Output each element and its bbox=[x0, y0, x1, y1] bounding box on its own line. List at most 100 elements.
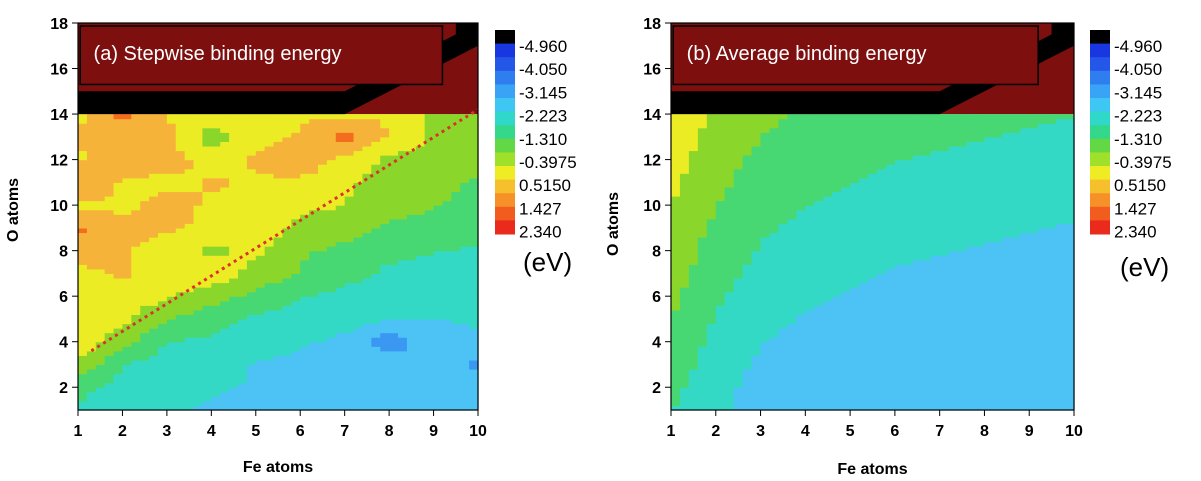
heat-cell bbox=[122, 227, 132, 234]
heat-cell bbox=[894, 350, 905, 356]
heat-cell bbox=[113, 182, 124, 188]
heat-cell bbox=[751, 223, 762, 229]
heat-cell bbox=[398, 364, 408, 370]
heat-cell bbox=[140, 132, 150, 138]
heat-cell bbox=[805, 378, 815, 384]
heat-cell bbox=[229, 114, 239, 120]
heat-cell bbox=[903, 328, 914, 334]
heat-cell bbox=[912, 291, 923, 297]
heat-cell bbox=[706, 296, 717, 302]
heat-cell bbox=[442, 182, 452, 188]
heat-cell bbox=[930, 127, 941, 133]
heat-cell bbox=[850, 282, 860, 288]
heat-cell bbox=[671, 177, 681, 183]
heat-cell bbox=[823, 323, 833, 329]
heat-cell bbox=[326, 314, 337, 320]
heat-cell bbox=[202, 282, 212, 288]
heat-cell bbox=[451, 369, 461, 375]
heat-cell bbox=[787, 309, 797, 315]
heat-cell bbox=[442, 232, 452, 238]
heat-cell bbox=[86, 114, 97, 120]
heat-cell bbox=[113, 236, 124, 243]
heat-cell bbox=[353, 273, 364, 279]
heat-cell bbox=[894, 205, 905, 211]
heat-cell bbox=[415, 250, 426, 256]
heat-cell bbox=[300, 355, 310, 361]
heat-cell bbox=[371, 400, 381, 407]
heat-cell bbox=[751, 123, 762, 129]
heat-cell bbox=[939, 268, 950, 275]
heat-cell bbox=[415, 405, 426, 411]
heat-cell bbox=[202, 173, 212, 179]
heat-cell bbox=[939, 309, 950, 315]
heat-cell bbox=[442, 191, 452, 197]
heat-cell bbox=[273, 136, 284, 142]
heat-cell bbox=[868, 196, 878, 202]
heat-cell bbox=[122, 350, 132, 356]
heat-cell bbox=[326, 350, 337, 356]
heat-cell bbox=[841, 141, 851, 147]
heat-cell bbox=[679, 387, 690, 393]
heat-cell bbox=[805, 259, 815, 265]
heat-cell bbox=[264, 328, 275, 334]
heat-cell bbox=[131, 346, 141, 352]
heat-cell bbox=[823, 273, 833, 279]
heat-cell bbox=[715, 373, 726, 379]
heat-cell bbox=[859, 223, 869, 229]
heat-cell bbox=[166, 205, 177, 211]
heat-cell bbox=[184, 282, 195, 288]
heat-cell bbox=[193, 259, 204, 265]
heat-cell bbox=[841, 369, 851, 375]
heat-cell bbox=[184, 300, 195, 306]
heat-cell bbox=[335, 196, 346, 202]
heat-cell bbox=[868, 191, 878, 197]
heat-cell bbox=[805, 209, 815, 215]
heat-cell bbox=[104, 164, 115, 170]
heat-cell bbox=[300, 337, 310, 343]
heat-cell bbox=[149, 337, 159, 343]
heat-cell bbox=[850, 396, 860, 402]
heat-cell bbox=[724, 236, 735, 243]
heat-cell bbox=[202, 114, 212, 120]
heat-cell bbox=[131, 337, 141, 343]
heat-cell bbox=[868, 241, 878, 247]
heat-cell bbox=[912, 337, 923, 343]
heat-cell bbox=[211, 387, 221, 393]
heat-cell bbox=[211, 396, 221, 402]
heat-cell bbox=[733, 191, 744, 197]
heat-cell bbox=[823, 359, 833, 366]
heat-cell bbox=[78, 309, 88, 315]
heat-cell bbox=[742, 396, 753, 402]
heat-cell bbox=[894, 268, 905, 275]
heat-cell bbox=[715, 318, 726, 325]
heat-cell bbox=[742, 241, 753, 247]
heat-cell bbox=[679, 250, 690, 256]
heat-cell bbox=[104, 328, 115, 334]
heat-cell bbox=[751, 155, 762, 161]
colorbar-swatch bbox=[495, 30, 515, 45]
heat-cell bbox=[273, 359, 284, 366]
heat-cell bbox=[78, 159, 88, 165]
heat-cell bbox=[380, 118, 390, 124]
heat-cell bbox=[742, 296, 753, 302]
heat-cell bbox=[724, 182, 735, 188]
heat-cell bbox=[805, 382, 815, 388]
heat-cell bbox=[885, 373, 896, 379]
heat-cell bbox=[724, 218, 735, 224]
heat-cell bbox=[309, 391, 319, 397]
heat-cell bbox=[706, 387, 717, 393]
heat-cell bbox=[903, 250, 914, 256]
heat-cell bbox=[805, 277, 815, 284]
heat-cell bbox=[140, 364, 150, 370]
heat-cell bbox=[885, 350, 896, 356]
heat-cell bbox=[433, 373, 444, 379]
heat-cell bbox=[335, 318, 346, 325]
heat-cell bbox=[733, 287, 744, 293]
heat-cell bbox=[814, 196, 824, 202]
heat-cell bbox=[469, 282, 479, 288]
heat-cell bbox=[921, 332, 932, 338]
heat-cell bbox=[679, 159, 690, 165]
heat-cell bbox=[353, 173, 364, 179]
heat-cell bbox=[832, 232, 842, 238]
heat-cell bbox=[751, 318, 762, 325]
